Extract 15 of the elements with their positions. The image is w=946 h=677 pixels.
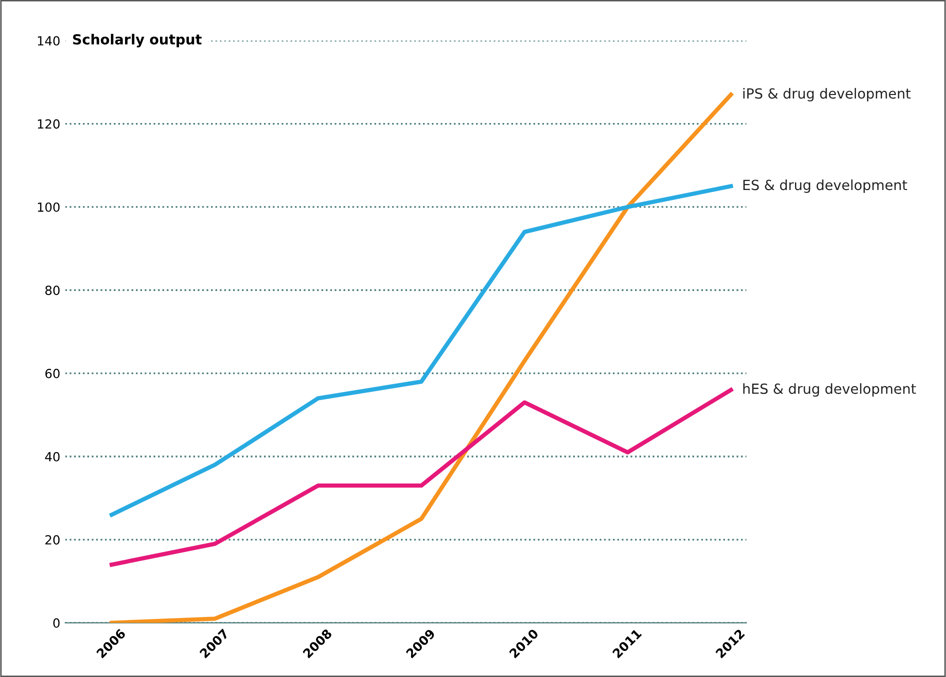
y-tick-label: 40 bbox=[45, 452, 60, 462]
y-tick-label: 20 bbox=[45, 535, 60, 545]
line-series bbox=[110, 184, 733, 517]
y-tick-label: 0 bbox=[53, 618, 60, 628]
line-series bbox=[110, 92, 733, 623]
line-series bbox=[110, 388, 733, 567]
series-label: hES & drug development bbox=[743, 383, 916, 397]
series-label: ES & drug development bbox=[743, 179, 908, 193]
series-label: iPS & drug development bbox=[743, 88, 911, 102]
y-tick-label: 140 bbox=[38, 36, 60, 46]
y-tick-label: 80 bbox=[45, 286, 60, 296]
y-axis-title: Scholarly output bbox=[73, 34, 202, 48]
y-tick-label: 120 bbox=[38, 119, 60, 129]
y-tick-label: 100 bbox=[38, 202, 60, 212]
y-tick-label: 60 bbox=[45, 368, 60, 378]
